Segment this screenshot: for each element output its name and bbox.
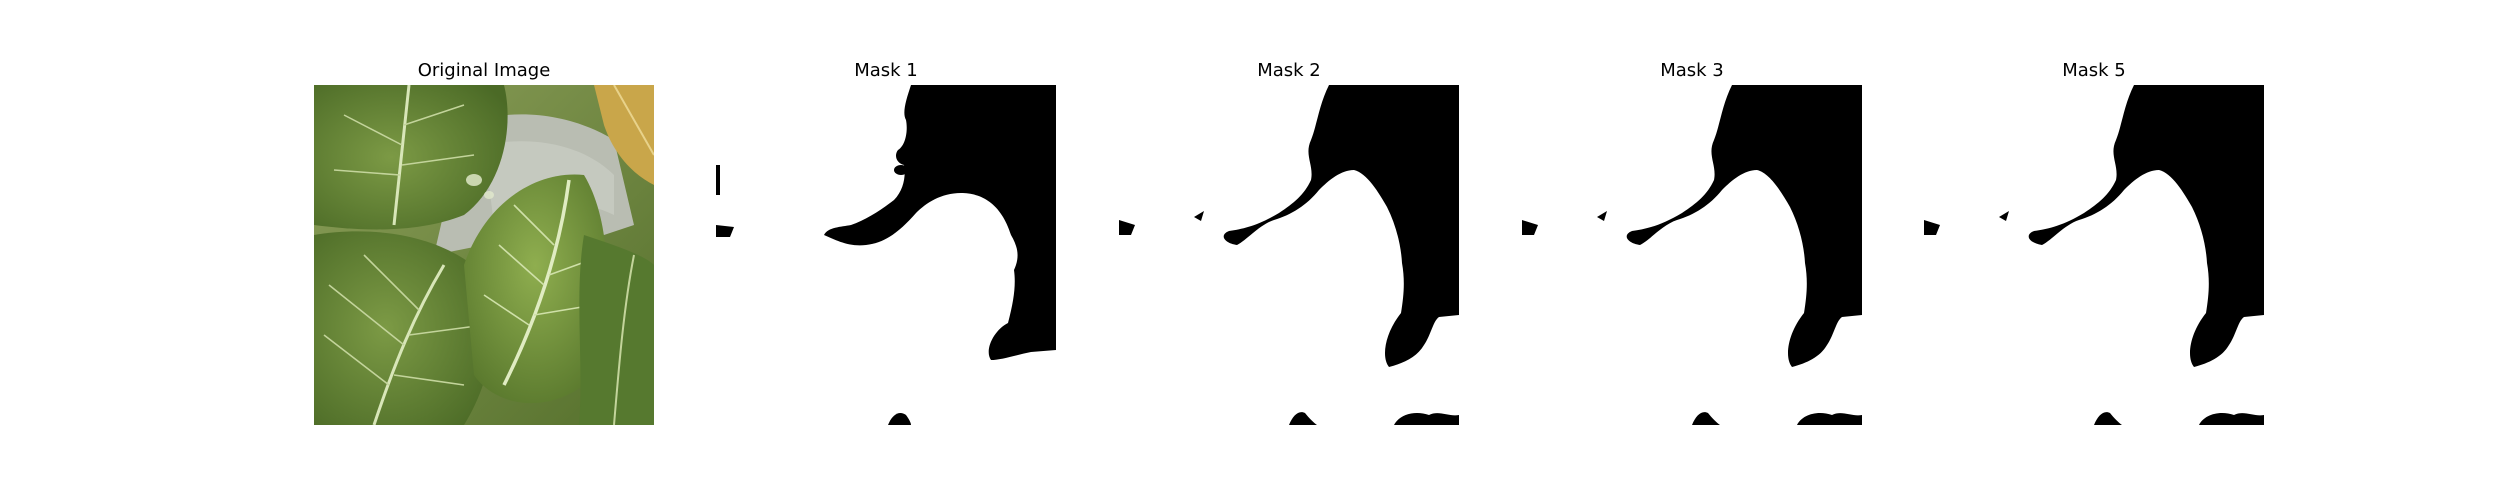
- mask-2-image: [1119, 85, 1459, 425]
- mask-3-image: [1522, 85, 1862, 425]
- mask-5-image: [1924, 85, 2264, 425]
- panel-title: Mask 2: [1257, 60, 1321, 81]
- panel-title: Mask 3: [1660, 60, 1724, 81]
- panel-title: Mask 5: [2062, 60, 2126, 81]
- panel-title: Original Image: [417, 60, 551, 81]
- original-leaf-photo: [314, 85, 654, 425]
- panel-title: Mask 1: [854, 60, 918, 81]
- mask-1-image: [716, 85, 1056, 425]
